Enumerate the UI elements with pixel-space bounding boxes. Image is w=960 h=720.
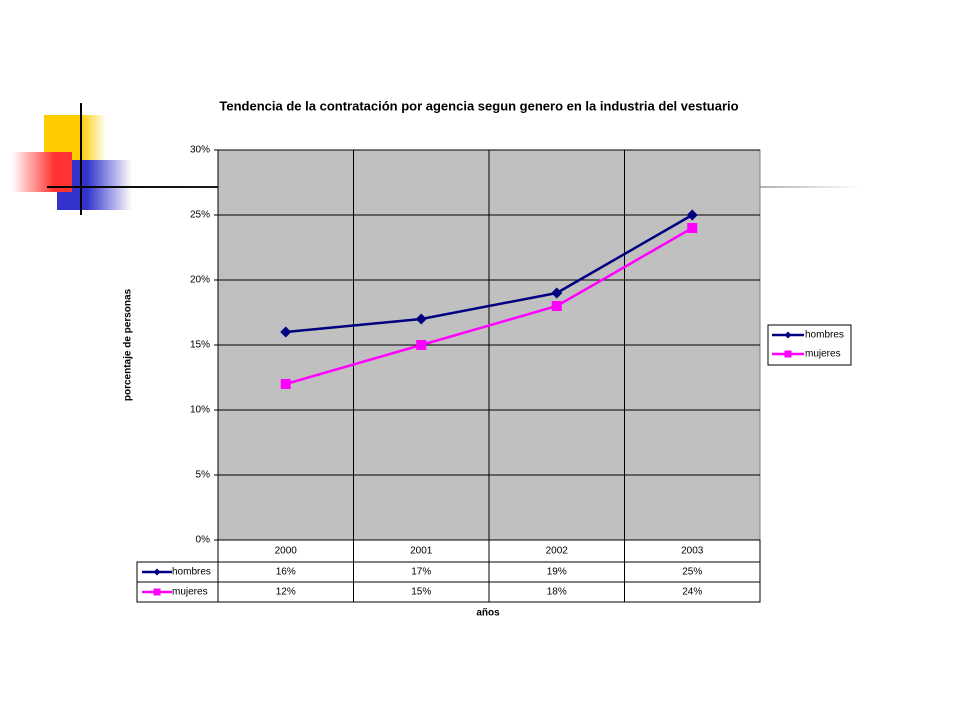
series-line [285, 213, 693, 334]
table-value: 16% [276, 567, 296, 578]
table-value: 24% [682, 587, 702, 598]
y-tick-label: 10% [190, 405, 210, 416]
table-series-name: hombres [172, 567, 211, 578]
marker [551, 287, 563, 299]
marker [551, 301, 562, 311]
x-tick-label: 2000 [275, 546, 298, 557]
marker [416, 340, 427, 350]
y-axis-title: porcentaje de personas [123, 288, 134, 401]
x-axis-title: años [476, 608, 500, 619]
x-tick-label: 2003 [681, 546, 704, 557]
x-tick-label: 2001 [410, 546, 433, 557]
table-value: 19% [547, 567, 567, 578]
table-value: 18% [547, 587, 567, 598]
y-tick-label: 25% [190, 210, 210, 221]
x-tick-label: 2002 [546, 546, 569, 557]
legend [767, 324, 852, 366]
marker [280, 379, 291, 389]
y-tick-label: 20% [190, 275, 210, 286]
marker [153, 588, 161, 596]
table-value: 17% [411, 567, 431, 578]
table-value: 25% [682, 567, 702, 578]
marker [686, 209, 698, 221]
y-tick-label: 15% [190, 340, 210, 351]
table-value: 15% [411, 587, 431, 598]
y-tick-label: 0% [196, 535, 211, 546]
y-tick-label: 30% [190, 145, 210, 156]
marker [687, 223, 698, 233]
marker [415, 313, 427, 325]
legend-label: hombres [805, 330, 844, 341]
y-tick-label: 5% [196, 470, 211, 481]
marker [784, 350, 792, 358]
marker [153, 568, 161, 576]
table-series-name: mujeres [172, 587, 208, 598]
chart-title: Tendencia de la contratación por agencia… [219, 98, 738, 113]
marker [280, 326, 292, 338]
table-value: 12% [276, 587, 296, 598]
marker [784, 331, 792, 339]
series-line [285, 226, 693, 386]
legend-label: mujeres [805, 349, 841, 360]
